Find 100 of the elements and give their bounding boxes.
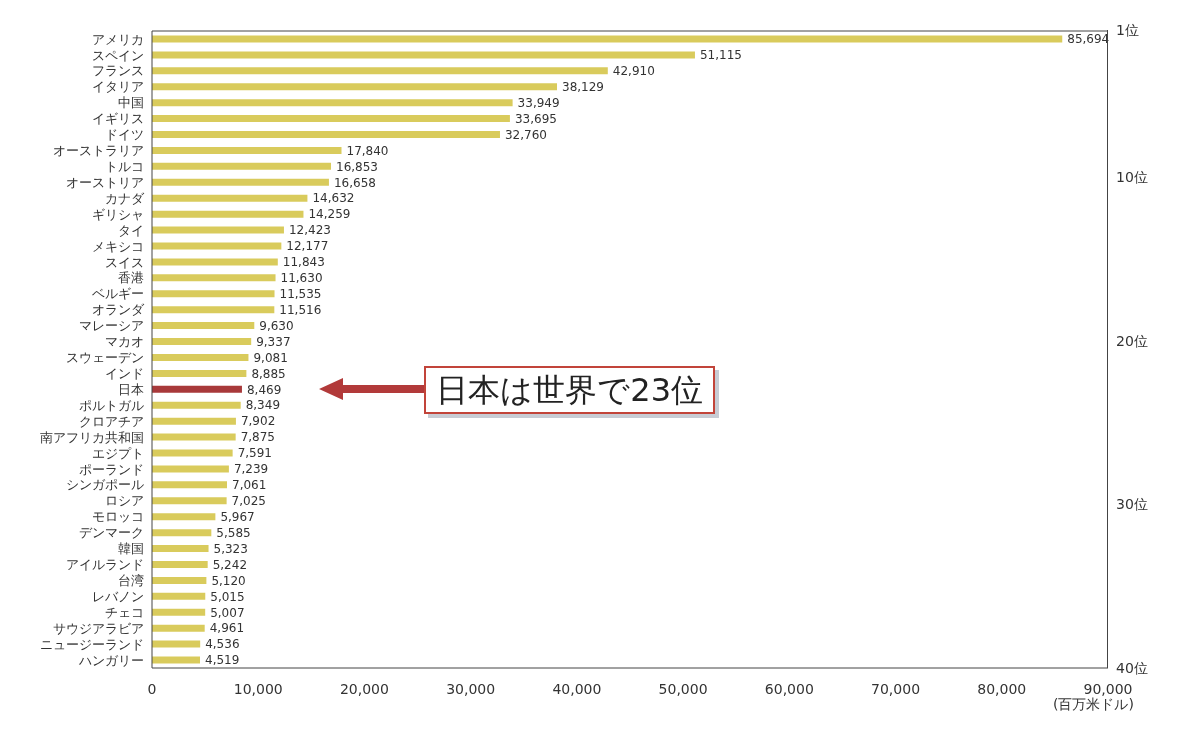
- bar: [152, 545, 209, 553]
- bar: [152, 306, 275, 314]
- y-tick-label: 韓国: [118, 541, 144, 557]
- y-tick-label: マレーシア: [79, 318, 144, 334]
- y-tick-label: スウェーデン: [66, 350, 144, 366]
- data-label: 38,129: [562, 79, 605, 94]
- y-tick-label: シンガポール: [66, 477, 144, 493]
- bar: [152, 497, 227, 505]
- annotation: 日本は世界で23位: [424, 365, 716, 414]
- y2-tick-label: 40位: [1116, 659, 1148, 677]
- data-label: 5,242: [212, 557, 248, 572]
- y-tick-label: 台湾: [118, 573, 144, 589]
- data-label: 51,115: [699, 48, 742, 63]
- y-tick-label: デンマーク: [79, 525, 144, 541]
- data-label: 5,585: [216, 525, 251, 540]
- data-label: 17,840: [346, 143, 389, 158]
- y-tick-label: トルコ: [105, 158, 144, 174]
- bar: [152, 226, 284, 234]
- data-label: 5,120: [211, 573, 246, 588]
- x-tick-label: 60,000: [764, 680, 814, 697]
- y-tick-label: フランス: [92, 63, 144, 79]
- bar: [152, 115, 510, 123]
- bar: [152, 51, 695, 59]
- data-label: 32,760: [504, 127, 547, 142]
- y-tick-label: スイス: [105, 254, 144, 270]
- bar: [152, 640, 201, 648]
- data-label: 7,902: [240, 414, 276, 429]
- y-tick-label: カナダ: [105, 190, 145, 206]
- y-tick-label: エジプト: [92, 445, 144, 461]
- bar: [152, 194, 308, 202]
- data-label: 5,323: [213, 541, 248, 556]
- x-tick-label: 30,000: [446, 680, 496, 697]
- bar: [152, 592, 206, 600]
- data-label: 11,843: [282, 255, 325, 270]
- data-label: 12,177: [286, 239, 329, 254]
- y2-tick-label: 20位: [1116, 331, 1148, 350]
- y-tick-label: インド: [105, 366, 144, 381]
- x-axis-title: (百万米ドル): [1053, 696, 1134, 714]
- y-tick-label: メキシコ: [92, 238, 144, 254]
- y-tick-label: チェコ: [105, 604, 144, 620]
- y-tick-label: モロッコ: [92, 509, 144, 525]
- bar: [152, 131, 500, 139]
- x-tick-label: 80,000: [977, 680, 1027, 697]
- bar: [152, 162, 332, 170]
- y-tick-label: スペイン: [92, 47, 144, 63]
- bar: [152, 338, 252, 346]
- bar: [152, 481, 227, 489]
- y-tick-label: アイルランド: [66, 557, 144, 573]
- y-tick-label: クロアチア: [79, 413, 144, 429]
- x-tick-label: 10,000: [233, 680, 283, 697]
- y2-tick-label: 1位: [1116, 21, 1139, 39]
- data-label: 9,630: [259, 318, 294, 333]
- bar: [152, 449, 233, 457]
- bar: [152, 35, 1063, 43]
- bar: [152, 624, 205, 632]
- y-tick-label: ベルギー: [92, 286, 144, 302]
- bar: [152, 353, 249, 361]
- bar: [152, 576, 207, 584]
- y-tick-label: 南アフリカ共和国: [40, 429, 144, 445]
- bar: [152, 146, 342, 154]
- bar: [152, 433, 236, 441]
- data-label: 4,519: [205, 653, 240, 668]
- data-label: 12,423: [288, 223, 331, 238]
- data-label: 7,025: [231, 494, 266, 509]
- bar: [152, 67, 608, 75]
- data-label: 8,469: [246, 382, 282, 397]
- y-tick-label: アメリカ: [92, 31, 144, 47]
- y-tick-label: ニュージーランド: [40, 636, 144, 652]
- bar: [152, 178, 329, 186]
- bar: [152, 274, 276, 282]
- y-tick-label: ロシア: [105, 493, 144, 509]
- y-tick-label: 日本: [118, 381, 144, 397]
- bar: [152, 608, 206, 616]
- y-tick-label: ポーランド: [79, 461, 144, 477]
- bar: [152, 465, 229, 473]
- bar: [152, 210, 304, 218]
- x-tick-label: 0: [147, 680, 157, 697]
- data-label: 5,015: [210, 589, 245, 604]
- bar: [152, 99, 513, 107]
- y-tick-label: マカオ: [105, 334, 144, 350]
- y-tick-label: オーストラリア: [53, 143, 144, 159]
- x-tick-label: 20,000: [339, 680, 389, 697]
- data-label: 42,910: [612, 64, 655, 79]
- x-tick-label: 40,000: [552, 680, 602, 697]
- data-label: 16,658: [333, 175, 376, 190]
- data-label: 7,061: [232, 478, 267, 493]
- data-label: 9,337: [256, 334, 291, 349]
- y2-tick-label: 10位: [1116, 168, 1148, 187]
- x-tick-label: 50,000: [658, 680, 708, 697]
- bar: [152, 529, 212, 537]
- bar: [152, 656, 200, 664]
- bar: [152, 385, 242, 393]
- data-label: 14,259: [308, 207, 351, 222]
- data-label: 8,885: [251, 366, 286, 381]
- y-tick-label: ドイツ: [105, 127, 144, 143]
- bar: [152, 560, 208, 568]
- y-tick-label: オランダ: [92, 302, 145, 318]
- x-tick-label: 90,000: [1083, 680, 1133, 697]
- data-label: 14,632: [312, 191, 355, 206]
- y-tick-label: タイ: [118, 222, 144, 238]
